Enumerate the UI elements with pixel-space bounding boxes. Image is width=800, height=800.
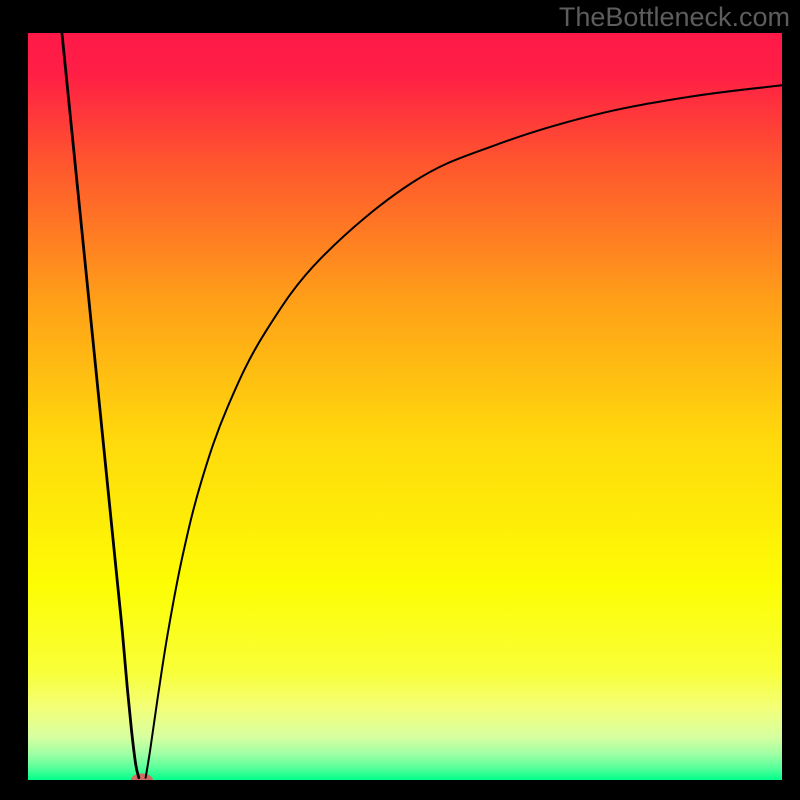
plot-area xyxy=(28,33,782,780)
plot-background xyxy=(28,33,782,780)
watermark-text: TheBottleneck.com xyxy=(559,2,790,33)
bottleneck-chart xyxy=(28,33,782,780)
